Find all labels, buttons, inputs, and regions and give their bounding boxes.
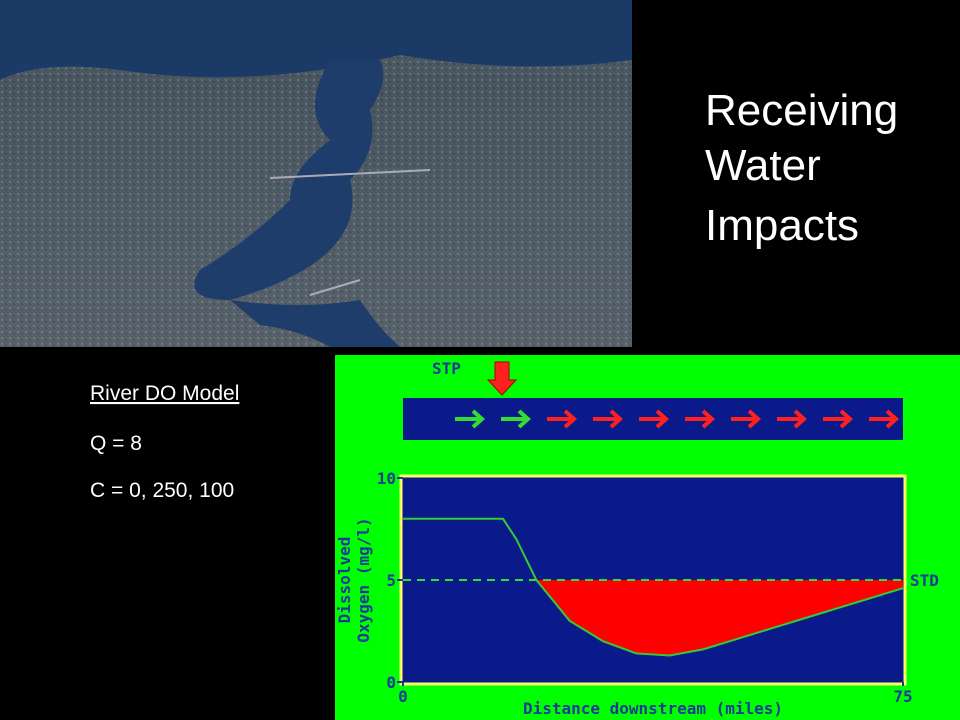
title-line: Water bbox=[705, 141, 821, 190]
y-tick-label: 10 bbox=[377, 469, 396, 488]
model-heading: River DO Model bbox=[90, 382, 239, 405]
source-arrow bbox=[486, 361, 518, 396]
flow-arrow bbox=[593, 409, 624, 429]
flow-arrow bbox=[823, 409, 854, 429]
source-label: STP bbox=[432, 359, 461, 378]
flow-arrow bbox=[869, 409, 900, 429]
flow-arrow bbox=[777, 409, 808, 429]
x-axis-label: Distance downstream (miles) bbox=[523, 699, 783, 718]
deficit-area bbox=[536, 580, 903, 656]
title-line: Impacts bbox=[705, 201, 859, 250]
flow-arrow bbox=[501, 409, 532, 429]
flow-arrow bbox=[685, 409, 716, 429]
x-tick-label: 75 bbox=[893, 687, 912, 706]
model-line: Q = 8 bbox=[90, 432, 142, 455]
aerial-photo bbox=[0, 0, 632, 347]
flow-arrow bbox=[731, 409, 762, 429]
title-line: Receiving bbox=[705, 86, 898, 135]
y-axis-label: Oxygen (mg/l) bbox=[354, 517, 373, 642]
do-curve bbox=[403, 517, 904, 657]
x-tick-label: 0 bbox=[398, 687, 408, 706]
flow-arrow bbox=[639, 409, 670, 429]
flow-arrow bbox=[547, 409, 578, 429]
y-tick-label: 0 bbox=[386, 673, 396, 692]
y-axis-label: Dissolved bbox=[335, 537, 354, 624]
standard-label: STD bbox=[910, 571, 939, 590]
flow-arrow bbox=[455, 409, 486, 429]
y-tick-label: 5 bbox=[386, 571, 396, 590]
chart: STP STD 0 5 10 0 75 Distance downstream (miles… bbox=[335, 355, 960, 720]
model-line: C = 0, 250, 100 bbox=[90, 479, 234, 502]
